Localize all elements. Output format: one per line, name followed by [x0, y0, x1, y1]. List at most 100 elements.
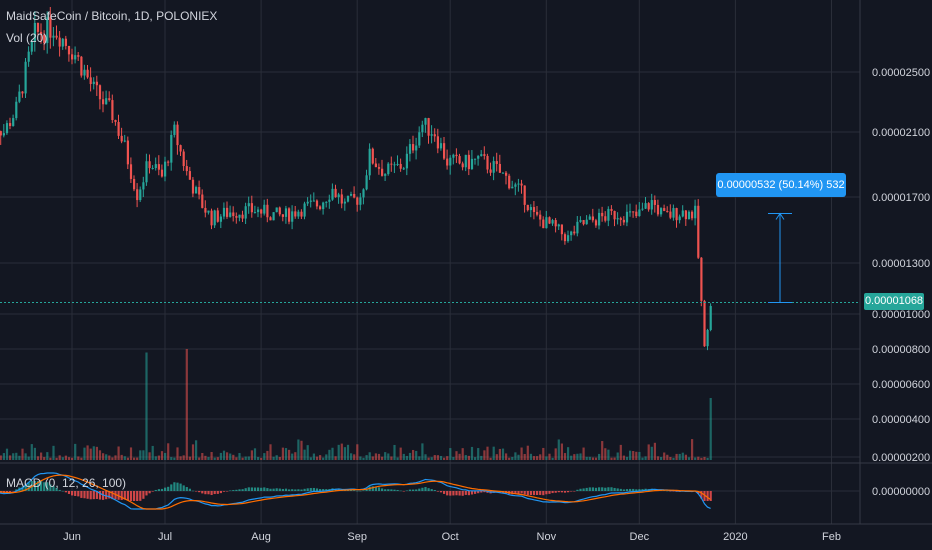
- candle-body: [315, 200, 319, 207]
- volume-bar: [644, 456, 647, 460]
- volume-bar: [594, 457, 598, 460]
- candle-body: [387, 163, 390, 175]
- macd-line: [0, 472, 711, 510]
- volume-bar: [117, 446, 120, 460]
- macd-histogram-bar: [483, 491, 486, 493]
- volume-bar: [377, 453, 381, 460]
- volume-bar: [173, 457, 176, 460]
- volume-bar: [443, 457, 446, 460]
- candle-body: [594, 220, 598, 226]
- candle-body: [458, 156, 461, 164]
- macd-histogram-bar: [247, 487, 250, 491]
- volume-bar: [529, 453, 532, 460]
- macd-histogram-bar: [557, 491, 560, 493]
- candle-body: [319, 206, 322, 210]
- macd-histogram-bar: [480, 491, 483, 493]
- candle-body: [514, 184, 517, 187]
- volume-bar: [340, 443, 343, 460]
- candle-body: [356, 197, 359, 205]
- macd-histogram-bar: [387, 489, 390, 491]
- volume-bar: [105, 454, 108, 460]
- macd-histogram-bar: [560, 491, 563, 493]
- candle-body: [337, 194, 340, 198]
- macd-histogram-bar: [300, 489, 303, 491]
- macd-histogram-bar: [297, 489, 300, 491]
- price-tick-label: 0.00002100: [872, 127, 930, 139]
- volume-bar: [179, 456, 182, 460]
- candle-body: [666, 210, 669, 212]
- candle-body: [71, 54, 74, 60]
- macd-histogram-bar: [570, 491, 573, 492]
- macd-histogram-bar: [142, 491, 145, 499]
- volume-bar: [387, 453, 390, 460]
- volume-bar: [219, 452, 222, 460]
- macd-histogram-bar: [585, 487, 588, 491]
- candle-body: [582, 220, 585, 225]
- volume-bar: [684, 454, 687, 460]
- volume-bar: [46, 452, 49, 460]
- volume-bar: [133, 457, 136, 460]
- candle-body: [198, 187, 201, 195]
- macd-histogram-bar: [672, 491, 675, 492]
- candle-body: [219, 216, 222, 222]
- macd-histogram-bar: [319, 489, 322, 491]
- price-tick-label: 0.00000800: [872, 344, 930, 356]
- macd-histogram-bar: [260, 487, 263, 491]
- candle-body: [241, 214, 244, 219]
- macd-histogram-bar: [629, 488, 632, 491]
- macd-histogram-bar: [477, 491, 480, 494]
- volume-bar: [619, 444, 622, 460]
- macd-histogram-bar: [436, 491, 439, 492]
- volume-bar: [64, 455, 67, 460]
- candle-body: [638, 209, 641, 217]
- candle-body: [573, 231, 576, 234]
- x-tick-label: Sep: [347, 531, 367, 543]
- candle-body: [210, 210, 213, 226]
- macd-histogram-bar: [257, 487, 260, 491]
- macd-histogram-bar: [359, 490, 362, 492]
- macd-histogram-bar: [111, 491, 114, 500]
- macd-histogram-bar: [204, 491, 207, 495]
- volume-bar: [691, 439, 694, 460]
- macd-histogram-bar: [353, 490, 356, 491]
- volume-bar: [464, 455, 467, 460]
- volume-bar: [331, 447, 334, 460]
- volume-bar: [399, 447, 402, 460]
- candle-body: [601, 212, 604, 217]
- candle-body: [570, 231, 573, 236]
- macd-histogram-bar: [526, 491, 529, 496]
- measure-arrow: [775, 212, 785, 220]
- macd-histogram-bar: [415, 489, 418, 491]
- candle-body: [523, 185, 526, 205]
- macd-histogram-bar: [638, 489, 641, 491]
- macd-histogram-bar: [421, 487, 424, 491]
- macd-histogram-bar: [542, 491, 545, 496]
- volume-bar: [247, 456, 250, 460]
- macd-histogram-bar: [278, 488, 281, 491]
- volume-bar: [427, 457, 430, 460]
- macd-histogram-bar: [24, 484, 27, 491]
- macd-histogram-bar: [402, 491, 405, 492]
- volume-bar: [207, 457, 210, 460]
- volume-bar: [325, 454, 328, 460]
- volume-bar: [613, 457, 616, 460]
- volume-bar: [260, 457, 263, 460]
- macd-histogram-bar: [288, 489, 291, 491]
- candle-body: [117, 121, 120, 136]
- candle-body: [542, 219, 545, 229]
- candle-body: [297, 211, 300, 217]
- candle-body: [402, 168, 405, 170]
- candle-body: [415, 145, 418, 151]
- macd-histogram-bar: [309, 488, 312, 491]
- candle-body: [647, 203, 650, 210]
- volume-bar: [40, 452, 43, 460]
- macd-histogram-bar: [616, 488, 619, 491]
- candle-body: [21, 91, 24, 94]
- candle-body: [560, 224, 563, 235]
- volume-bar: [343, 447, 346, 460]
- candle-body: [563, 234, 567, 242]
- candle-body: [148, 161, 151, 169]
- volume-indicator-label: Vol (20): [6, 31, 48, 45]
- macd-histogram-bar: [9, 491, 12, 493]
